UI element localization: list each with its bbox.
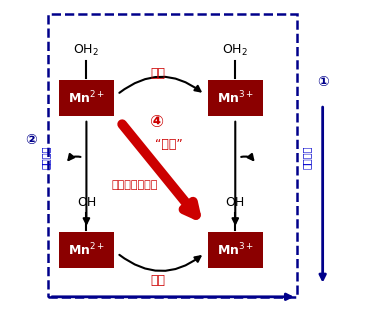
Text: Mn$^{3+}$: Mn$^{3+}$ (217, 241, 254, 258)
Text: ①: ① (317, 75, 328, 89)
Text: ④: ④ (149, 113, 163, 131)
Text: OH: OH (226, 196, 245, 209)
FancyBboxPatch shape (208, 80, 263, 116)
Text: “塩基”: “塩基” (155, 138, 183, 151)
Text: Mn$^{2+}$: Mn$^{2+}$ (68, 241, 105, 258)
Bar (48, 14, 297, 297)
Text: OH$_2$: OH$_2$ (73, 43, 99, 58)
FancyBboxPatch shape (59, 80, 114, 116)
Text: 電子: 電子 (150, 274, 165, 287)
Text: プロトン: プロトン (41, 146, 51, 169)
Text: 電子・プロトン: 電子・プロトン (112, 180, 158, 190)
Text: Mn$^{3+}$: Mn$^{3+}$ (217, 89, 254, 106)
Text: 電子: 電子 (150, 67, 165, 80)
FancyBboxPatch shape (208, 232, 263, 268)
Text: ②: ② (26, 133, 37, 147)
Text: Mn$^{2+}$: Mn$^{2+}$ (68, 89, 105, 106)
Text: プロトン: プロトン (301, 146, 312, 169)
Text: OH: OH (77, 196, 96, 209)
FancyBboxPatch shape (59, 232, 114, 268)
Text: OH$_2$: OH$_2$ (222, 43, 248, 58)
